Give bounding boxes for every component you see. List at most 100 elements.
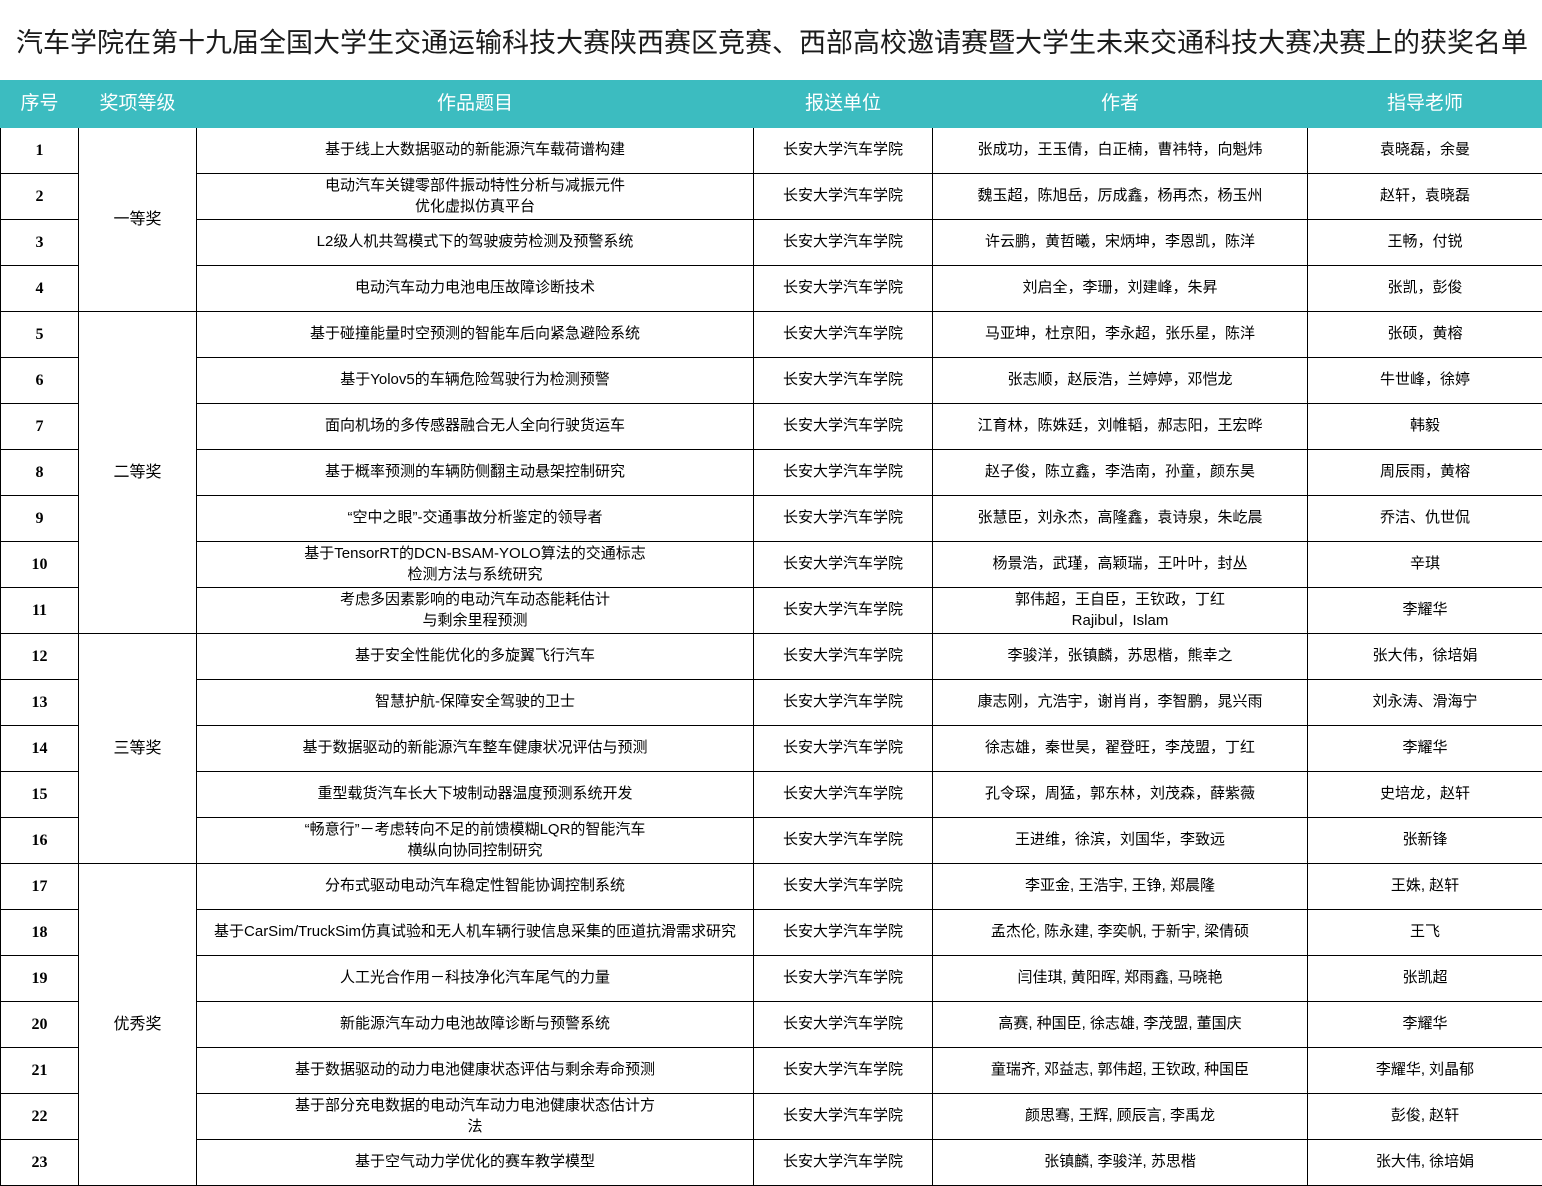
cell-authors: 张镇麟, 李骏洋, 苏思楷 bbox=[933, 1140, 1308, 1186]
cell-advisor: 乔洁、仇世侃 bbox=[1308, 496, 1542, 542]
cell-unit: 长安大学汽车学院 bbox=[754, 450, 933, 496]
cell-unit: 长安大学汽车学院 bbox=[754, 1094, 933, 1140]
cell-unit: 长安大学汽车学院 bbox=[754, 864, 933, 910]
cell-no: 10 bbox=[1, 542, 79, 588]
cell-unit: 长安大学汽车学院 bbox=[754, 818, 933, 864]
cell-work-title: 新能源汽车动力电池故障诊断与预警系统 bbox=[197, 1002, 754, 1048]
cell-work-title: 基于部分充电数据的电动汽车动力电池健康状态估计方 法 bbox=[197, 1094, 754, 1140]
cell-unit: 长安大学汽车学院 bbox=[754, 496, 933, 542]
cell-no: 15 bbox=[1, 772, 79, 818]
cell-unit: 长安大学汽车学院 bbox=[754, 680, 933, 726]
cell-advisor: 李耀华 bbox=[1308, 588, 1542, 634]
table-header: 序号 奖项等级 作品题目 报送单位 作者 指导老师 bbox=[1, 81, 1542, 128]
cell-unit: 长安大学汽车学院 bbox=[754, 1140, 933, 1186]
table-row: 13 智慧护航-保障安全驾驶的卫士长安大学汽车学院康志刚，亢浩宇，谢肖肖，李智鹏，… bbox=[1, 680, 1542, 726]
cell-advisor: 周辰雨，黄榕 bbox=[1308, 450, 1542, 496]
cell-work-title: 分布式驱动电动汽车稳定性智能协调控制系统 bbox=[197, 864, 754, 910]
page-title-bar: 汽车学院在第十九届全国大学生交通运输科技大赛陕西赛区竞赛、西部高校邀请赛暨大学生… bbox=[0, 0, 1542, 80]
cell-work-title: 基于CarSim/TruckSim仿真试验和无人机车辆行驶信息采集的匝道抗滑需求… bbox=[197, 910, 754, 956]
cell-authors: 李骏洋，张镇麟，苏思楷，熊幸之 bbox=[933, 634, 1308, 680]
cell-authors: 童瑞齐, 邓益志, 郭伟超, 王钦政, 种国臣 bbox=[933, 1048, 1308, 1094]
cell-unit: 长安大学汽车学院 bbox=[754, 910, 933, 956]
cell-no: 16 bbox=[1, 818, 79, 864]
cell-work-title: 重型载货汽车长大下坡制动器温度预测系统开发 bbox=[197, 772, 754, 818]
cell-award-level: 二等奖 bbox=[79, 312, 197, 634]
column-header-unit: 报送单位 bbox=[754, 81, 933, 128]
cell-advisor: 牛世峰，徐婷 bbox=[1308, 358, 1542, 404]
cell-authors: 马亚坤，杜京阳，李永超，张乐星，陈洋 bbox=[933, 312, 1308, 358]
cell-advisor: 李耀华 bbox=[1308, 726, 1542, 772]
cell-work-title: 电动汽车动力电池电压故障诊断技术 bbox=[197, 266, 754, 312]
cell-advisor: 韩毅 bbox=[1308, 404, 1542, 450]
cell-authors: 张志顺，赵辰浩，兰婷婷，邓恺龙 bbox=[933, 358, 1308, 404]
table-row: 16 “畅意行”－考虑转向不足的前馈模糊LQR的智能汽车 横纵向协同控制研究长安大… bbox=[1, 818, 1542, 864]
cell-no: 7 bbox=[1, 404, 79, 450]
cell-award-level: 三等奖 bbox=[79, 634, 197, 864]
cell-authors: 江育林，陈姝廷，刘帷韬，郝志阳，王宏晔 bbox=[933, 404, 1308, 450]
cell-unit: 长安大学汽车学院 bbox=[754, 128, 933, 174]
cell-authors: 郭伟超，王自臣，王钦政，丁红 Rajibul，Islam bbox=[933, 588, 1308, 634]
cell-advisor: 李耀华 bbox=[1308, 1002, 1542, 1048]
cell-authors: 孟杰伦, 陈永建, 李奕帆, 于新宇, 梁倩硕 bbox=[933, 910, 1308, 956]
cell-authors: 许云鹏，黄哲曦，宋炳坤，李恩凯，陈洋 bbox=[933, 220, 1308, 266]
cell-authors: 杨景浩，武瑾，高颖瑞，王叶叶，封丛 bbox=[933, 542, 1308, 588]
cell-advisor: 史培龙，赵轩 bbox=[1308, 772, 1542, 818]
cell-no: 5 bbox=[1, 312, 79, 358]
cell-work-title: “畅意行”－考虑转向不足的前馈模糊LQR的智能汽车 横纵向协同控制研究 bbox=[197, 818, 754, 864]
cell-work-title: 基于空气动力学优化的赛车教学模型 bbox=[197, 1140, 754, 1186]
cell-advisor: 王姝, 赵轩 bbox=[1308, 864, 1542, 910]
cell-work-title: 面向机场的多传感器融合无人全向行驶货运车 bbox=[197, 404, 754, 450]
cell-no: 8 bbox=[1, 450, 79, 496]
cell-work-title: 基于数据驱动的新能源汽车整车健康状况评估与预测 bbox=[197, 726, 754, 772]
cell-authors: 刘启全，李珊，刘建峰，朱昇 bbox=[933, 266, 1308, 312]
cell-no: 1 bbox=[1, 128, 79, 174]
column-header-no: 序号 bbox=[1, 81, 79, 128]
cell-authors: 魏玉超，陈旭岳，厉成鑫，杨再杰，杨玉州 bbox=[933, 174, 1308, 220]
cell-advisor: 彭俊, 赵轩 bbox=[1308, 1094, 1542, 1140]
cell-no: 6 bbox=[1, 358, 79, 404]
cell-unit: 长安大学汽车学院 bbox=[754, 174, 933, 220]
cell-authors: 徐志雄，秦世昊，翟登旺，李茂盟，丁红 bbox=[933, 726, 1308, 772]
cell-no: 19 bbox=[1, 956, 79, 1002]
cell-unit: 长安大学汽车学院 bbox=[754, 772, 933, 818]
cell-work-title: 智慧护航-保障安全驾驶的卫士 bbox=[197, 680, 754, 726]
cell-no: 17 bbox=[1, 864, 79, 910]
cell-unit: 长安大学汽车学院 bbox=[754, 956, 933, 1002]
page-title: 汽车学院在第十九届全国大学生交通运输科技大赛陕西赛区竞赛、西部高校邀请赛暨大学生… bbox=[16, 21, 1528, 60]
cell-no: 2 bbox=[1, 174, 79, 220]
cell-authors: 李亚金, 王浩宇, 王铮, 郑晨隆 bbox=[933, 864, 1308, 910]
cell-award-level: 一等奖 bbox=[79, 128, 197, 312]
cell-unit: 长安大学汽车学院 bbox=[754, 634, 933, 680]
table-row: 15 重型载货汽车长大下坡制动器温度预测系统开发长安大学汽车学院孔令琛，周猛，郭东… bbox=[1, 772, 1542, 818]
cell-authors: 高赛, 种国臣, 徐志雄, 李茂盟, 董国庆 bbox=[933, 1002, 1308, 1048]
cell-unit: 长安大学汽车学院 bbox=[754, 312, 933, 358]
cell-work-title: 基于数据驱动的动力电池健康状态评估与剩余寿命预测 bbox=[197, 1048, 754, 1094]
cell-unit: 长安大学汽车学院 bbox=[754, 1002, 933, 1048]
cell-authors: 王进维，徐滨，刘国华，李致远 bbox=[933, 818, 1308, 864]
cell-advisor: 张硕，黄榕 bbox=[1308, 312, 1542, 358]
cell-no: 12 bbox=[1, 634, 79, 680]
column-header-level: 奖项等级 bbox=[79, 81, 197, 128]
cell-authors: 孔令琛，周猛，郭东林，刘茂森，薛紫薇 bbox=[933, 772, 1308, 818]
cell-advisor: 李耀华, 刘晶郁 bbox=[1308, 1048, 1542, 1094]
cell-unit: 长安大学汽车学院 bbox=[754, 266, 933, 312]
cell-no: 11 bbox=[1, 588, 79, 634]
cell-advisor: 张凯超 bbox=[1308, 956, 1542, 1002]
cell-no: 9 bbox=[1, 496, 79, 542]
column-header-advisor: 指导老师 bbox=[1308, 81, 1542, 128]
cell-authors: 康志刚，亢浩宇，谢肖肖，李智鹏，晁兴雨 bbox=[933, 680, 1308, 726]
cell-no: 13 bbox=[1, 680, 79, 726]
